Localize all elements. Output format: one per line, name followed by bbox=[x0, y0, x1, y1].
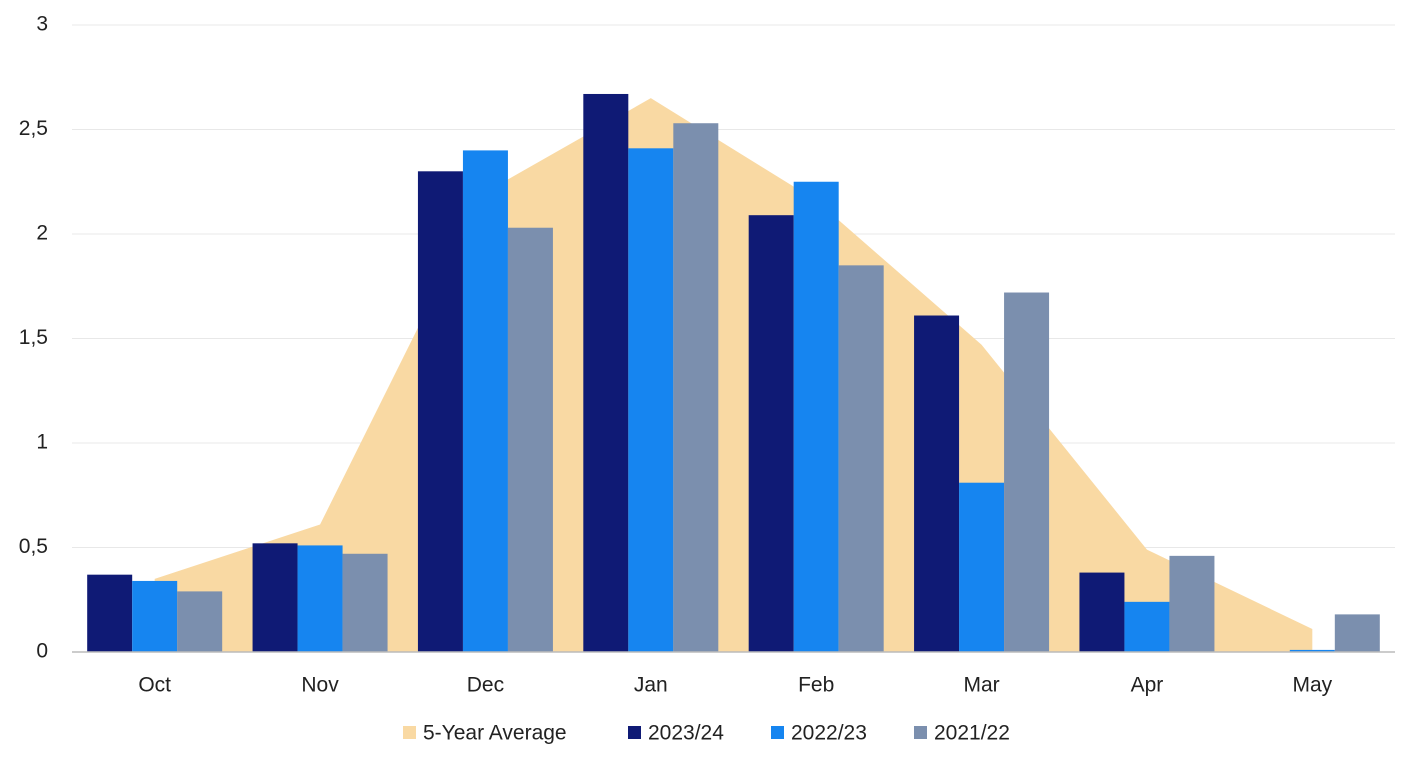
bar bbox=[462, 150, 508, 652]
x-tick-label: Nov bbox=[301, 674, 339, 697]
bar bbox=[417, 171, 463, 653]
bar bbox=[1169, 555, 1215, 652]
y-tick-label: 2,5 bbox=[19, 117, 48, 140]
x-tick-label: Oct bbox=[138, 674, 171, 697]
bar bbox=[252, 543, 298, 652]
x-tick-label: Feb bbox=[798, 674, 834, 697]
bar bbox=[1079, 572, 1125, 652]
y-tick-label: 1 bbox=[36, 431, 48, 454]
y-tick-label: 0,5 bbox=[19, 535, 48, 558]
legend-swatch bbox=[771, 726, 784, 739]
legend-swatch bbox=[914, 726, 927, 739]
bar bbox=[507, 227, 553, 653]
x-tick-label: May bbox=[1292, 674, 1332, 697]
legend-swatch bbox=[628, 726, 641, 739]
bar bbox=[793, 181, 839, 652]
bar bbox=[177, 591, 223, 652]
bar bbox=[87, 574, 133, 652]
y-tick-label: 2 bbox=[36, 222, 48, 245]
bar bbox=[748, 215, 794, 652]
y-tick-label: 0 bbox=[36, 640, 48, 663]
bar bbox=[342, 553, 388, 652]
bar bbox=[583, 93, 629, 653]
bar bbox=[1124, 601, 1170, 652]
legend-label: 2022/23 bbox=[791, 722, 867, 745]
legend-label: 2023/24 bbox=[648, 722, 724, 745]
x-tick-label: Dec bbox=[467, 674, 504, 697]
x-tick-label: Apr bbox=[1131, 674, 1164, 697]
bar bbox=[1289, 649, 1335, 652]
bar bbox=[673, 123, 719, 653]
bar bbox=[132, 580, 178, 652]
bar bbox=[297, 545, 343, 652]
bar bbox=[1334, 614, 1380, 652]
bar bbox=[914, 315, 960, 652]
bar bbox=[1004, 292, 1050, 652]
bar bbox=[838, 265, 884, 652]
bar bbox=[959, 482, 1005, 652]
y-tick-label: 1,5 bbox=[19, 326, 48, 349]
legend-label: 5-Year Average bbox=[423, 722, 567, 745]
bar bbox=[628, 148, 674, 652]
legend-swatch bbox=[403, 726, 416, 739]
x-tick-label: Jan bbox=[634, 674, 668, 697]
legend-label: 2021/22 bbox=[934, 722, 1010, 745]
x-tick-label: Mar bbox=[963, 674, 999, 697]
y-tick-label: 3 bbox=[36, 13, 48, 36]
